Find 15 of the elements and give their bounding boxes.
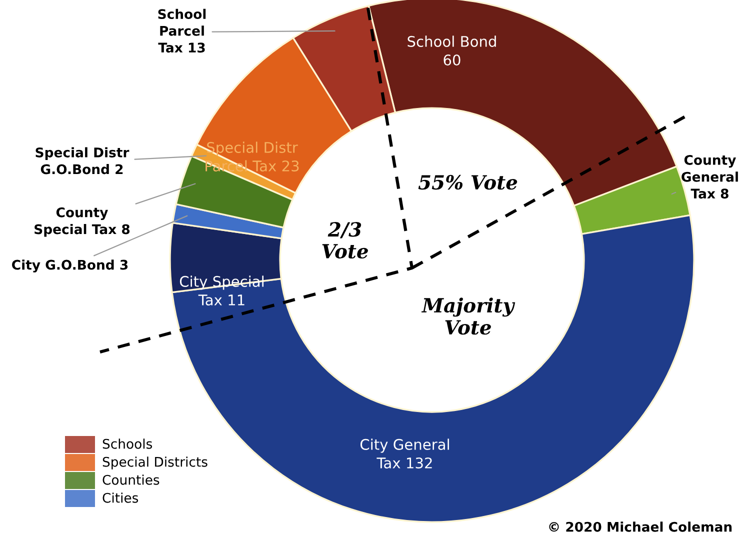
- slice-label: City General Tax 132: [360, 438, 449, 469]
- text: Schools: [102, 438, 152, 449]
- slice-label: School Bond 60: [408, 36, 496, 66]
- text: Counties: [102, 474, 160, 485]
- text: Special Districts: [102, 456, 208, 470]
- slice-label: County General Tax 8: [682, 154, 738, 199]
- text: Cities: [102, 492, 138, 503]
- slice-label: Special Distr G.O.Bond 2: [36, 147, 130, 174]
- slice-label: City G.O.Bond 3: [12, 260, 128, 272]
- slice-label: County Special Tax 8: [34, 207, 130, 237]
- text: 2/3 Vote: [322, 222, 368, 259]
- slice-label: School Parcel Tax 13: [158, 8, 206, 53]
- text: Majority Vote: [421, 298, 516, 335]
- text: © 2020 Michael Coleman: [549, 522, 732, 532]
- text: 55% Vote: [418, 174, 518, 190]
